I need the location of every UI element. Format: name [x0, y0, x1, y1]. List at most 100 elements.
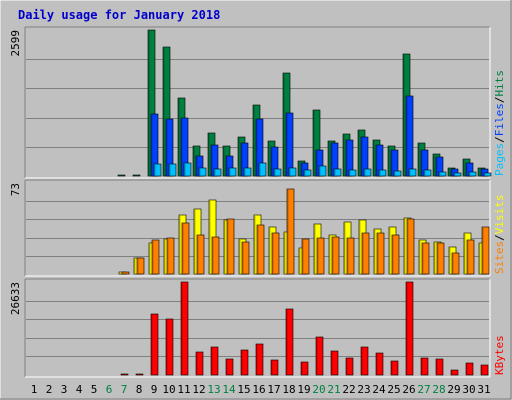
bar-pages-day-12	[198, 167, 207, 177]
bar-kbytes-day-14	[225, 358, 234, 376]
legend-entry: Hits	[493, 70, 506, 97]
bar-sites-day-29	[451, 252, 460, 275]
x-tick-label-day-2: 2	[46, 383, 53, 396]
bar-sites-day-17	[271, 232, 280, 275]
x-tick-label-day-9: 9	[151, 383, 158, 396]
bar-pages-day-24	[378, 169, 387, 177]
x-tick-label-day-10: 10	[162, 383, 175, 396]
legend-entry: Pages	[493, 143, 506, 176]
x-tick-label-day-22: 22	[342, 383, 355, 396]
bar-sites-day-27	[421, 242, 430, 275]
bar-sites-day-9	[151, 239, 160, 275]
bar-kbytes-day-20	[315, 336, 324, 376]
bar-pages-day-20	[318, 165, 327, 177]
y-max-label: 73	[9, 183, 22, 196]
bar-sites-day-16	[256, 224, 265, 275]
bar-sites-day-15	[241, 241, 250, 275]
bar-kbytes-day-7	[120, 373, 129, 376]
x-tick-label-day-3: 3	[61, 383, 68, 396]
bar-kbytes-day-30	[465, 362, 474, 376]
x-tick-label-day-18: 18	[282, 383, 295, 396]
bar-kbytes-day-15	[240, 349, 249, 376]
bar-kbytes-day-10	[165, 318, 174, 376]
x-tick-label-day-27: 27	[417, 383, 430, 396]
bar-kbytes-day-27	[420, 357, 429, 376]
bar-kbytes-day-18	[285, 308, 294, 376]
bar-kbytes-day-25	[390, 360, 399, 376]
legend-entry: /	[493, 234, 506, 241]
bar-sites-day-10	[166, 237, 175, 275]
bar-pages-day-25	[393, 170, 402, 177]
bar-kbytes-day-21	[330, 350, 339, 376]
bar-pages-day-29	[453, 172, 462, 177]
legend-entry: Visits	[493, 195, 506, 235]
x-tick-label-day-19: 19	[297, 383, 310, 396]
bar-sites-day-12	[196, 234, 205, 275]
bar-pages-day-28	[438, 171, 447, 177]
bar-kbytes-day-9	[150, 313, 159, 376]
panel-2: 73 Sites/Visits	[9, 179, 506, 277]
bar-kbytes-day-22	[345, 357, 354, 376]
bar-sites-day-14	[226, 218, 235, 275]
x-tick-label-day-24: 24	[372, 383, 386, 396]
bar-pages-day-19	[303, 169, 312, 177]
bar-sites-day-19	[301, 238, 310, 275]
bar-kbytes-day-29	[450, 369, 459, 376]
bar-pages-day-14	[228, 167, 237, 177]
bar-hits-day-8	[132, 174, 141, 177]
x-tick-label-day-16: 16	[252, 383, 265, 396]
bar-kbytes-day-8	[135, 373, 144, 376]
x-tick-label-day-5: 5	[91, 383, 98, 396]
bar-sites-day-22	[346, 237, 355, 275]
bar-sites-day-23	[361, 232, 370, 275]
bar-kbytes-day-31	[480, 364, 489, 376]
bar-kbytes-day-24	[375, 352, 384, 376]
bar-sites-day-31	[481, 226, 490, 275]
x-tick-label-day-8: 8	[136, 383, 143, 396]
bar-pages-day-16	[258, 162, 267, 177]
bar-pages-day-27	[423, 169, 432, 177]
legend-entry: KBytes	[493, 335, 506, 375]
y-max-label: 2599	[9, 30, 22, 57]
bar-hits-day-7	[117, 174, 126, 177]
bar-sites-day-20	[316, 237, 325, 275]
bar-sites-day-30	[466, 239, 475, 275]
bar-sites-day-7	[121, 271, 130, 275]
bar-sites-day-26	[406, 218, 415, 275]
legend: Pages/Files/Hits	[493, 70, 506, 176]
bar-sites-day-18	[286, 188, 295, 275]
legend-entry: /	[493, 136, 506, 143]
bar-sites-day-13	[211, 236, 220, 275]
x-tick-label-day-31: 31	[477, 383, 490, 396]
x-tick-label-day-4: 4	[76, 383, 83, 396]
x-tick-label-day-1: 1	[31, 383, 38, 396]
bar-pages-day-9	[153, 163, 162, 177]
bar-sites-day-25	[391, 234, 400, 275]
bar-pages-day-10	[168, 163, 177, 177]
bar-pages-day-31	[483, 172, 492, 177]
x-tick-label-day-28: 28	[432, 383, 445, 396]
bar-sites-day-11	[181, 222, 190, 275]
chart-title: Daily usage for January 2018	[18, 8, 220, 22]
bar-pages-day-21	[333, 168, 342, 177]
x-tick-label-day-12: 12	[192, 383, 205, 396]
bar-pages-day-18	[288, 167, 297, 177]
bar-pages-day-11	[183, 162, 192, 177]
bar-pages-day-23	[363, 168, 372, 177]
x-tick-label-day-13: 13	[207, 383, 220, 396]
bar-kbytes-day-17	[270, 359, 279, 376]
bar-kbytes-day-12	[195, 351, 204, 376]
bar-kbytes-day-16	[255, 343, 264, 376]
bar-pages-day-17	[273, 168, 282, 177]
bar-sites-day-8	[136, 257, 145, 275]
y-max-label: 26633	[9, 282, 22, 315]
bar-sites-day-28	[436, 242, 445, 275]
x-tick-label-day-15: 15	[237, 383, 250, 396]
x-tick-label-day-30: 30	[462, 383, 475, 396]
legend-entry: Files	[493, 103, 506, 136]
x-tick-label-day-17: 17	[267, 383, 280, 396]
x-tick-label-day-6: 6	[106, 383, 113, 396]
legend: Sites/Visits	[493, 195, 506, 275]
